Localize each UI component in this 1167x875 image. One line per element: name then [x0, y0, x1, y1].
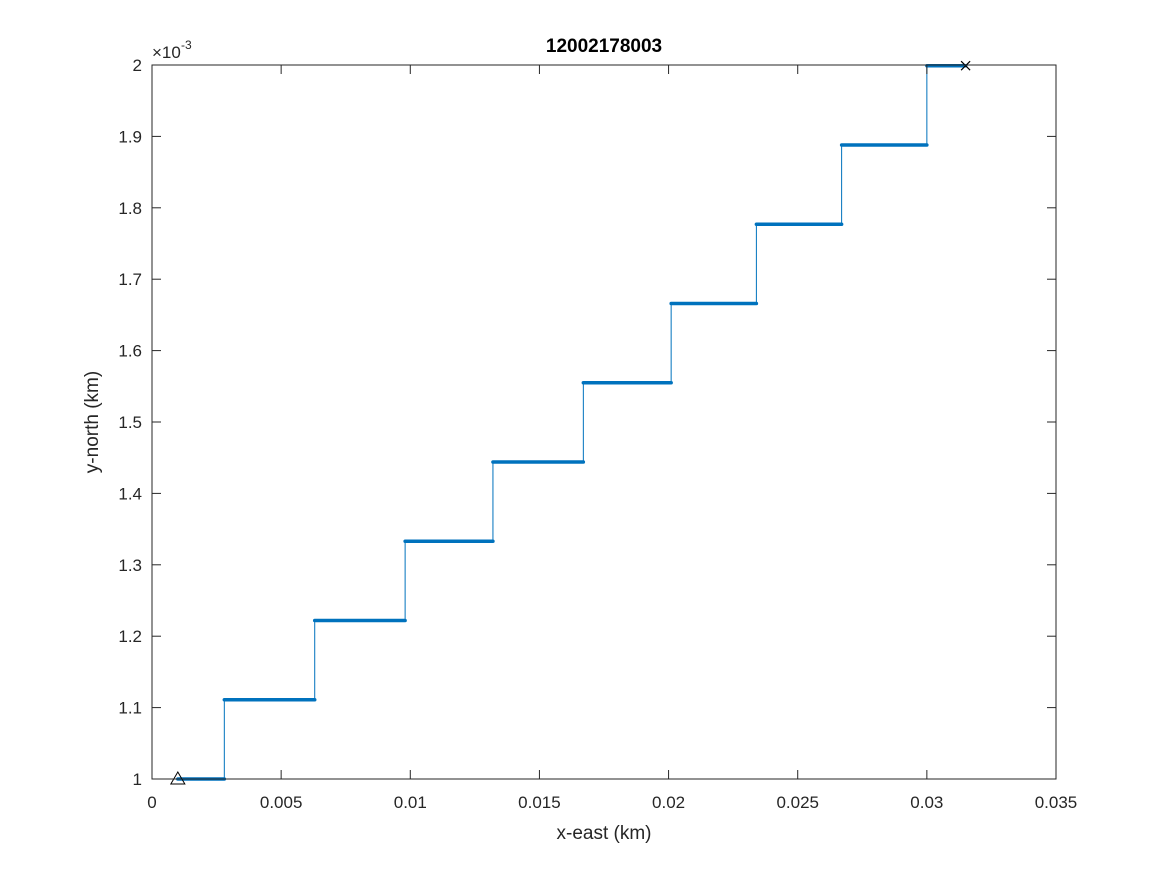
y-tick-label: 1 — [133, 770, 142, 789]
x-tick-label: 0.015 — [518, 793, 561, 812]
x-tick-label: 0.005 — [260, 793, 303, 812]
end-marker — [960, 60, 971, 71]
x-axis-label: x-east (km) — [557, 823, 652, 844]
y-tick-label: 1.9 — [118, 127, 142, 146]
x-tick-label: 0.03 — [910, 793, 943, 812]
y-tick-label: 1.4 — [118, 484, 142, 503]
y-tick-label: 1.6 — [118, 342, 142, 361]
y-tick-label: 1.7 — [118, 270, 142, 289]
y-tick-label: 1.1 — [118, 699, 142, 718]
start-marker — [169, 771, 186, 785]
y-exponent-label: ×10 -3 — [152, 38, 192, 62]
x-tick-label: 0.035 — [1035, 793, 1078, 812]
y-tick-label: 1.8 — [118, 199, 142, 218]
marker-layer — [169, 60, 971, 785]
y-tick-label: 2 — [133, 56, 142, 75]
series-line — [177, 65, 966, 780]
y-exponent-power: -3 — [181, 38, 192, 52]
y-exponent-base: ×10 — [152, 43, 181, 62]
chart-title: 12002178003 — [546, 36, 662, 57]
y-axis-label: y-north (km) — [82, 371, 103, 473]
y-tick-label: 1.5 — [118, 413, 142, 432]
series-layer — [176, 63, 968, 781]
x-tick-label: 0 — [147, 793, 156, 812]
x-tick-label: 0.025 — [776, 793, 819, 812]
x-tick-label: 0.01 — [394, 793, 427, 812]
ticks-layer: 0 0.005 0.01 0.015 0.02 0.025 0.03 0.035 1 1.1 1.2… — [118, 56, 1077, 812]
plot-area — [152, 65, 1056, 779]
x-tick-label: 0.02 — [652, 793, 685, 812]
end-marker-stroke — [960, 60, 971, 71]
y-tick-label: 1.2 — [118, 627, 142, 646]
y-tick-label: 1.3 — [118, 556, 142, 575]
